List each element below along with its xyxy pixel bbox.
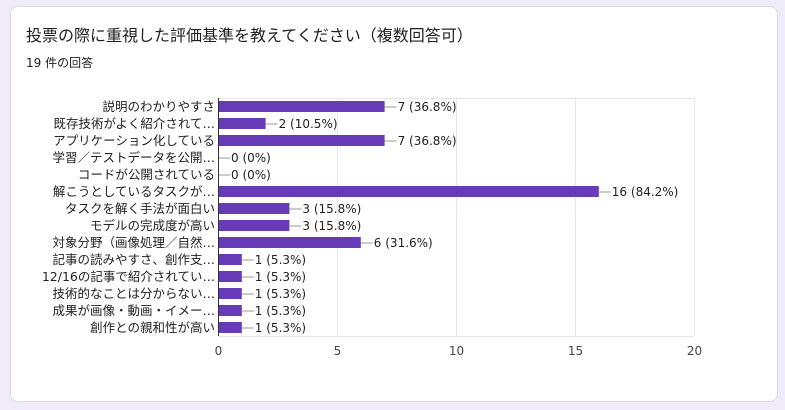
bar	[218, 237, 361, 248]
category-label: アプリケーション化している	[53, 133, 215, 148]
value-label: 0 (0%)	[231, 168, 271, 182]
x-tick-label: 5	[334, 344, 342, 358]
value-label: 16 (84.2%)	[612, 185, 679, 199]
bar	[218, 288, 242, 299]
x-tick-label: 10	[449, 344, 464, 358]
value-label: 1 (5.3%)	[255, 321, 306, 335]
bar	[218, 203, 290, 214]
question-title: 投票の際に重視した評価基準を教えてください（複数回答可）	[26, 26, 473, 45]
category-label: 学習／テストデータを公開…	[52, 150, 215, 165]
category-label: コードが公開されている	[78, 167, 215, 182]
x-tick-label: 20	[687, 344, 702, 358]
bar	[218, 322, 242, 333]
bar	[218, 186, 599, 197]
x-tick-label: 15	[568, 344, 583, 358]
category-label: 創作との親和性が高い	[90, 320, 215, 335]
category-label: 既存技術がよく紹介されて…	[53, 116, 215, 131]
bar	[218, 305, 242, 316]
value-label: 7 (36.8%)	[398, 134, 457, 148]
bar	[218, 271, 242, 282]
bar	[218, 254, 242, 265]
bar	[218, 118, 266, 129]
category-label: 記事の読みやすさ、創作支…	[52, 252, 215, 267]
category-label: 技術的なことは分からない…	[52, 286, 215, 301]
bar	[218, 135, 385, 146]
bar	[218, 101, 385, 112]
category-label: 説明のわかりやすさ	[102, 99, 215, 114]
category-label: 解こうとしているタスクが…	[53, 184, 215, 199]
value-label: 1 (5.3%)	[255, 270, 306, 284]
category-label: 成果が画像・動画・イメー…	[52, 303, 215, 318]
response-count: 19 件の回答	[26, 56, 94, 70]
value-label: 0 (0%)	[231, 151, 271, 165]
category-label: モデルの完成度が高い	[90, 218, 215, 233]
value-label: 3 (15.8%)	[302, 202, 361, 216]
value-label: 6 (31.6%)	[374, 236, 433, 250]
value-label: 3 (15.8%)	[302, 219, 361, 233]
category-label: タスクを解く手法が面白い	[65, 201, 215, 216]
value-label: 2 (10.5%)	[279, 117, 338, 131]
value-label: 7 (36.8%)	[398, 100, 457, 114]
category-label: 対象分野（画像処理／自然…	[52, 235, 215, 250]
bar	[218, 220, 290, 231]
category-label: 12/16の記事で紹介されてい…	[42, 269, 215, 284]
value-label: 1 (5.3%)	[255, 304, 306, 318]
value-label: 1 (5.3%)	[255, 253, 306, 267]
value-label: 1 (5.3%)	[255, 287, 306, 301]
x-tick-label: 0	[215, 344, 223, 358]
